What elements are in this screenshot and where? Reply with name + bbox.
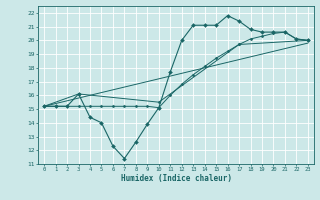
X-axis label: Humidex (Indice chaleur): Humidex (Indice chaleur) [121,174,231,183]
